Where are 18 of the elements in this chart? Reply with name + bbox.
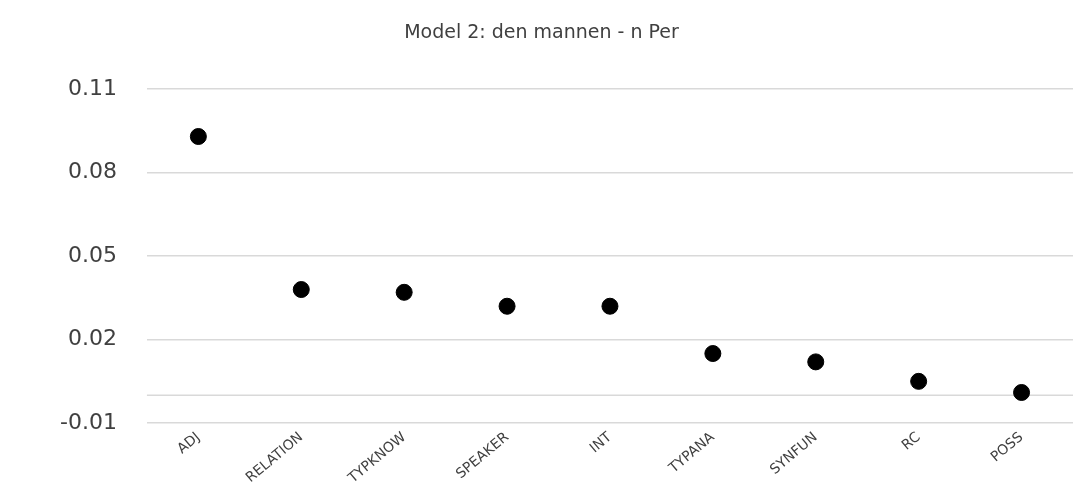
x-tick-label: INT: [586, 428, 615, 456]
point: [395, 283, 413, 301]
point: [292, 281, 310, 299]
chart-title: Model 2: den mannen - n Per: [403, 20, 680, 44]
x-tick-label: RC: [898, 428, 923, 453]
y-tick-label: 0.08: [67, 158, 117, 184]
y-tick-label: 0.11: [67, 74, 117, 100]
y-tick-label: 0.02: [67, 325, 117, 351]
y-tick-label: 0.05: [67, 241, 117, 267]
point: [910, 372, 928, 390]
y-tick-label: -0.01: [59, 408, 117, 434]
x-tick-label: ADJ: [173, 428, 203, 457]
point: [498, 297, 516, 315]
point: [189, 128, 207, 145]
point: [807, 353, 825, 371]
point: [1013, 383, 1031, 401]
point: [704, 345, 722, 363]
point: [601, 297, 619, 315]
